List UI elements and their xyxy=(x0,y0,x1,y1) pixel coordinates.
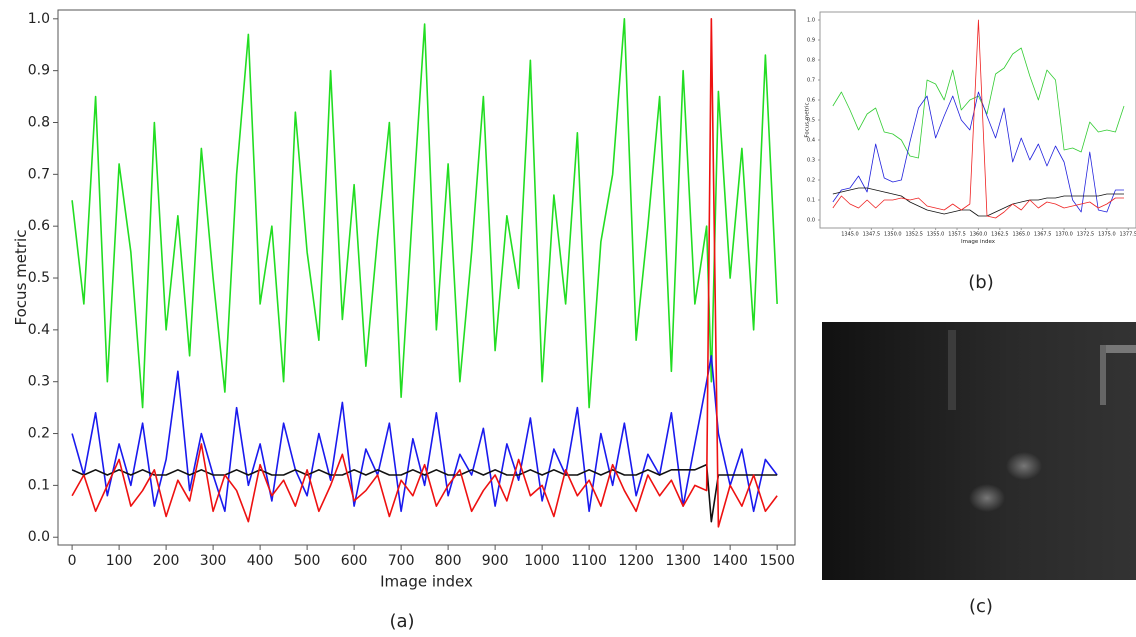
x-tick-label: 1362.5 xyxy=(991,232,1009,238)
x-tick-label: 0 xyxy=(68,553,77,569)
x-tick-label: 400 xyxy=(247,553,274,569)
x-tick-label: 1347.5 xyxy=(863,232,881,238)
y-tick-label: 0.6 xyxy=(807,98,815,104)
x-tick-label: 1365.0 xyxy=(1012,232,1030,238)
y-tick-label: 0.7 xyxy=(28,166,50,182)
image-feature xyxy=(1100,345,1136,353)
series-line xyxy=(832,19,1125,219)
y-tick-label: 1.0 xyxy=(28,11,50,27)
x-tick-label: 1300 xyxy=(665,553,701,569)
x-tick-label: 900 xyxy=(482,553,509,569)
x-tick-label: 1372.5 xyxy=(1077,232,1095,238)
y-tick-label: 0.5 xyxy=(807,118,815,124)
x-tick-label: 1100 xyxy=(571,553,607,569)
y-tick-label: 0.4 xyxy=(28,322,50,338)
y-axis-label: Focus metric xyxy=(805,102,811,137)
x-tick-label: 1200 xyxy=(618,553,654,569)
x-tick-label: 1370.0 xyxy=(1055,232,1073,238)
x-tick-label: 700 xyxy=(388,553,415,569)
y-tick-label: 0.0 xyxy=(807,218,815,224)
x-axis-label: Image index xyxy=(380,573,473,591)
x-tick-label: 1400 xyxy=(712,553,748,569)
x-tick-label: 1357.5 xyxy=(948,232,966,238)
x-tick-label: 600 xyxy=(341,553,368,569)
y-tick-label: 0.2 xyxy=(807,178,815,184)
x-tick-label: 800 xyxy=(435,553,462,569)
x-tick-label: 1500 xyxy=(759,553,795,569)
y-tick-label: 0.9 xyxy=(28,63,50,79)
x-tick-label: 1350.0 xyxy=(884,232,902,238)
x-axis-label: Image index xyxy=(961,239,996,245)
x-tick-label: 100 xyxy=(106,553,133,569)
caption: (a) xyxy=(389,611,414,632)
x-tick-label: 500 xyxy=(294,553,321,569)
x-tick-label: 1375.0 xyxy=(1098,232,1116,238)
x-tick-label: 1377.5 xyxy=(1120,232,1136,238)
series-line xyxy=(71,463,778,523)
series-line xyxy=(71,18,778,528)
image-background xyxy=(822,322,1136,580)
image-spot xyxy=(1006,452,1042,480)
y-tick-label: 0.3 xyxy=(28,374,50,390)
y-axis-label: Focus metric xyxy=(12,230,30,326)
y-tick-label: 0.1 xyxy=(28,477,50,493)
y-tick-label: 0.8 xyxy=(28,114,50,130)
y-tick-label: 0.2 xyxy=(28,426,50,442)
y-tick-label: 1.0 xyxy=(807,18,815,24)
y-tick-label: 0.1 xyxy=(807,198,815,204)
y-tick-label: 0.9 xyxy=(807,38,815,44)
x-tick-label: 1360.0 xyxy=(970,232,988,238)
series-line xyxy=(832,187,1125,217)
x-tick-label: 1355.0 xyxy=(927,232,945,238)
series-line xyxy=(832,47,1125,159)
thermal-image: (c) xyxy=(822,322,1136,617)
y-tick-label: 0.6 xyxy=(28,218,50,234)
x-tick-label: 200 xyxy=(153,553,180,569)
image-feature xyxy=(1100,345,1106,405)
y-tick-label: 0.3 xyxy=(807,158,815,164)
plot-frame xyxy=(57,9,796,546)
y-tick-label: 0.5 xyxy=(28,270,50,286)
x-tick-label: 1345.0 xyxy=(841,232,859,238)
image-feature xyxy=(948,330,956,410)
series-line xyxy=(71,354,778,513)
y-tick-label: 0.7 xyxy=(807,78,815,84)
x-tick-label: 300 xyxy=(200,553,227,569)
image-spot xyxy=(969,484,1005,512)
x-tick-label: 1352.5 xyxy=(905,232,923,238)
caption: (c) xyxy=(969,596,993,617)
y-tick-label: 0.4 xyxy=(807,138,815,144)
series-line xyxy=(71,18,778,409)
y-tick-label: 0.8 xyxy=(807,58,815,64)
x-tick-label: 1000 xyxy=(524,553,560,569)
x-tick-label: 1367.5 xyxy=(1034,232,1052,238)
caption: (b) xyxy=(968,272,993,293)
series-line xyxy=(832,91,1125,213)
y-tick-label: 0.0 xyxy=(28,529,50,545)
